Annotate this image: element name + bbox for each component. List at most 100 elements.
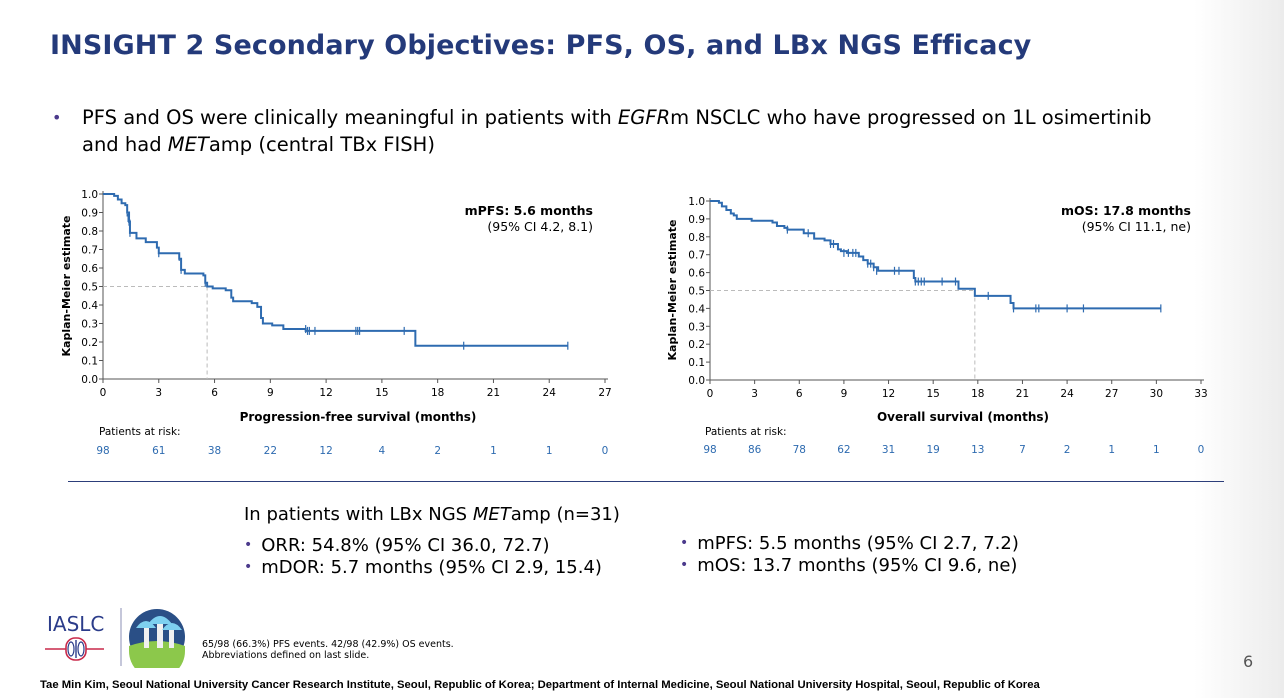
os-y-tick-label: 0.0: [688, 375, 705, 387]
pfs-risk-count: 38: [208, 445, 221, 457]
os-y-tick-label: 0.4: [688, 303, 705, 315]
os-x-tick-label: 27: [1105, 388, 1118, 400]
heading-text-italic: MET: [472, 504, 511, 525]
bullet-dot-icon: •: [680, 535, 689, 551]
bullet-dot-icon: •: [680, 557, 689, 573]
footnote-line: Abbreviations defined on last slide.: [202, 650, 370, 661]
bullet-text-part: amp (central TBx FISH): [208, 133, 435, 156]
list-item-mos: • mOS: 13.7 months (95% CI 9.6, ne): [680, 555, 1017, 576]
pfs-y-tick-label: 0.4: [81, 300, 98, 312]
os-x-tick-label: 18: [971, 388, 984, 400]
pfs-y-tick-label: 0.0: [81, 374, 98, 386]
pfs-censor-marks: [126, 208, 569, 350]
list-item-text: ORR: 54.8% (95% CI 36.0, 72.7): [261, 535, 550, 556]
bullet-dot-icon: •: [244, 537, 253, 553]
bullet-text-part: PFS and OS were clinically meaningful in…: [82, 106, 618, 129]
os-risk-count: 78: [793, 444, 806, 456]
list-item-orr: • ORR: 54.8% (95% CI 36.0, 72.7): [244, 535, 550, 556]
os-x-tick-label: 21: [1016, 388, 1029, 400]
os-risk-label: Patients at risk:: [705, 426, 787, 438]
pfs-x-tick-label: 18: [431, 387, 444, 399]
list-item-mpfs: • mPFS: 5.5 months (95% CI 2.7, 7.2): [680, 533, 1019, 554]
bullet-dot-icon: •: [52, 108, 62, 127]
conference-supertree-badge-icon: [129, 609, 185, 668]
pfs-km-chart: Kaplan-Meier estimate 0 3 6 9 12 15 18 21 24 270.…: [60, 189, 612, 457]
pfs-risk-count: 1: [546, 445, 553, 457]
main-bullet-text: PFS and OS were clinically meaningful in…: [82, 104, 1182, 158]
pfs-x-tick-label: 0: [100, 387, 107, 399]
os-risk-table: 98 86 78 62 31 19 13 7 2 1 1 0: [703, 444, 1204, 456]
os-y-tick-label: 0.7: [688, 250, 705, 262]
os-risk-count: 0: [1198, 444, 1205, 456]
section-divider: [68, 481, 1224, 482]
os-x-tick-label: 9: [841, 388, 848, 400]
pfs-risk-count: 22: [264, 445, 277, 457]
pfs-y-tick-label: 0.7: [81, 245, 98, 257]
os-y-tick-label: 0.3: [688, 321, 705, 333]
os-median-line: [710, 290, 976, 380]
os-y-tick-label: 0.8: [688, 232, 705, 244]
pfs-risk-label: Patients at risk:: [99, 426, 181, 438]
os-y-tick-label: 0.1: [688, 357, 705, 369]
pfs-risk-count: 98: [96, 445, 109, 457]
list-item-text: mPFS: 5.5 months (95% CI 2.7, 7.2): [697, 533, 1019, 554]
pfs-risk-count: 61: [152, 445, 165, 457]
footnote: 65/98 (66.3%) PFS events. 42/98 (42.9%) …: [202, 639, 454, 661]
pfs-y-tick-label: 0.1: [81, 356, 98, 368]
pfs-y-tick-label: 0.9: [81, 208, 98, 220]
iaslc-lung-logo-icon: [45, 637, 104, 661]
list-item-mdor: • mDOR: 5.7 months (95% CI 2.9, 15.4): [244, 557, 602, 578]
pfs-risk-count: 1: [490, 445, 497, 457]
os-risk-count: 13: [971, 444, 984, 456]
os-y-axis-label: Kaplan-Meier estimate: [666, 220, 679, 361]
os-x-tick-label: 30: [1150, 388, 1163, 400]
pfs-annotation-title: mPFS: 5.6 months: [465, 203, 593, 218]
iaslc-logo-text: IASLC: [47, 612, 104, 636]
iaslc-logo: IASLC: [45, 608, 185, 668]
os-censor-marks: [786, 225, 1162, 313]
os-risk-count: 7: [1019, 444, 1026, 456]
os-y-tick-label: 1.0: [688, 196, 705, 208]
list-item-text: mOS: 13.7 months (95% CI 9.6, ne): [697, 555, 1018, 576]
os-risk-count: 31: [882, 444, 895, 456]
pfs-risk-count: 12: [319, 445, 332, 457]
pfs-y-tick-label: 0.8: [81, 226, 98, 238]
os-y-tick-label: 0.2: [688, 339, 705, 351]
pfs-x-tick-label: 3: [155, 387, 162, 399]
pfs-y-tick-label: 1.0: [81, 189, 98, 201]
os-annotation-title: mOS: 17.8 months: [1061, 203, 1191, 218]
pfs-x-tick-label: 12: [319, 387, 332, 399]
pfs-y-axis-label: Kaplan-Meier estimate: [60, 216, 73, 357]
os-y-tick-label: 0.9: [688, 214, 705, 226]
os-risk-count: 86: [748, 444, 762, 456]
pfs-x-tick-label: 21: [487, 387, 500, 399]
os-risk-count: 1: [1108, 444, 1115, 456]
pfs-x-axis-label: Progression-free survival (months): [240, 410, 477, 424]
os-risk-count: 19: [926, 444, 939, 456]
bullet-text-part: m NSCLC who have progressed on 1L osimer…: [82, 106, 1152, 156]
os-x-tick-label: 3: [751, 388, 758, 400]
pfs-y-tick-label: 0.5: [81, 282, 98, 294]
pfs-x-tick-label: 6: [211, 387, 218, 399]
os-risk-count: 98: [703, 444, 716, 456]
os-risk-count: 62: [837, 444, 850, 456]
os-x-axis-label: Overall survival (months): [877, 410, 1049, 424]
pfs-median-line: [103, 286, 208, 379]
pfs-risk-count: 2: [434, 445, 441, 457]
os-x-tick-label: 15: [926, 388, 939, 400]
author-affiliation: Tae Min Kim, Seoul National University C…: [40, 679, 1040, 691]
os-x-tick-label: 0: [707, 388, 714, 400]
os-km-step-line: [710, 200, 1161, 310]
pfs-axes: 0 3 6 9 12 15 18 21 24 27 0.0 0.1 0.2 0.3 0.4 0.5 0.6 0.7…: [81, 189, 611, 399]
pfs-x-tick-label: 24: [543, 387, 557, 399]
slide-title: INSIGHT 2 Secondary Objectives: PFS, OS,…: [50, 30, 1032, 61]
os-risk-count: 2: [1064, 444, 1071, 456]
bullet-text-italic: MET: [167, 133, 209, 156]
os-risk-count: 1: [1153, 444, 1160, 456]
pfs-x-tick-label: 9: [267, 387, 274, 399]
bullet-text-italic: EGFR: [617, 106, 671, 129]
lbx-subsection-heading: In patients with LBx NGS METamp (n=31): [244, 504, 620, 525]
os-axes: 0 3 6 9 12 15 18 21 24 27 30 33 0.0 0.1 0.2 0.3 0.4 0.5 0.…: [688, 196, 1207, 400]
os-x-tick-label: 33: [1194, 388, 1207, 400]
os-x-tick-label: 12: [882, 388, 895, 400]
